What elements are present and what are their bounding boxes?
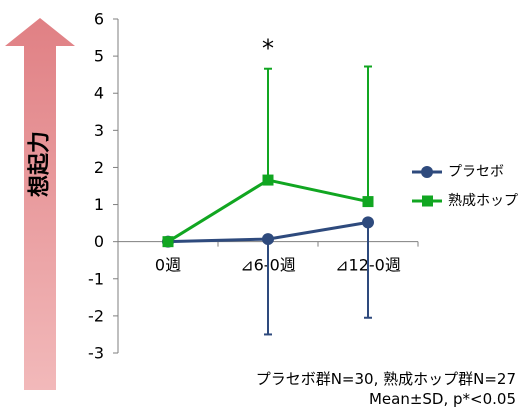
footnote-sample-size: プラセボ群N=30, 熟成ホップ群N=27: [256, 370, 516, 388]
footnote: プラセボ群N=30, 熟成ホップ群N=27 Mean±SD, p*<0.05: [256, 370, 516, 408]
y-tick-label: 0: [94, 232, 104, 251]
y-tick-label: 2: [94, 158, 104, 177]
y-tick-label: 4: [94, 84, 104, 103]
y-tick-label: -3: [88, 344, 104, 363]
legend-label: プラセボ: [448, 164, 504, 180]
footnote-stats: Mean±SD, p*<0.05: [369, 390, 516, 408]
y-tick-label: -1: [88, 269, 104, 288]
series-1: [162, 216, 374, 336]
data-point: [162, 236, 174, 248]
y-tick-label: 5: [94, 47, 104, 66]
legend-label: 熟成ホップ: [448, 193, 518, 209]
y-axis-label: 想起力: [28, 131, 53, 197]
y-tick-label: -2: [88, 306, 104, 325]
legend-marker: [422, 195, 433, 207]
data-point: [362, 216, 374, 229]
legend-item: プラセボ: [412, 164, 504, 180]
data-point: [262, 233, 274, 246]
x-tick-label: 0週: [155, 256, 181, 275]
data-point: [262, 174, 274, 186]
y-direction-arrow: 想起力: [5, 18, 75, 390]
series-2: [162, 65, 374, 248]
y-tick-label: 1: [94, 195, 104, 214]
series-line: [167, 178, 369, 243]
y-tick-label: 6: [94, 10, 104, 29]
data-marks: *: [162, 35, 374, 336]
arrow-shape: [5, 18, 75, 390]
data-point: [362, 196, 374, 208]
significance-marker: *: [262, 35, 274, 63]
legend-item: 熟成ホップ: [412, 193, 518, 209]
legend-marker: [421, 166, 433, 178]
y-tick-label: 3: [94, 121, 104, 140]
